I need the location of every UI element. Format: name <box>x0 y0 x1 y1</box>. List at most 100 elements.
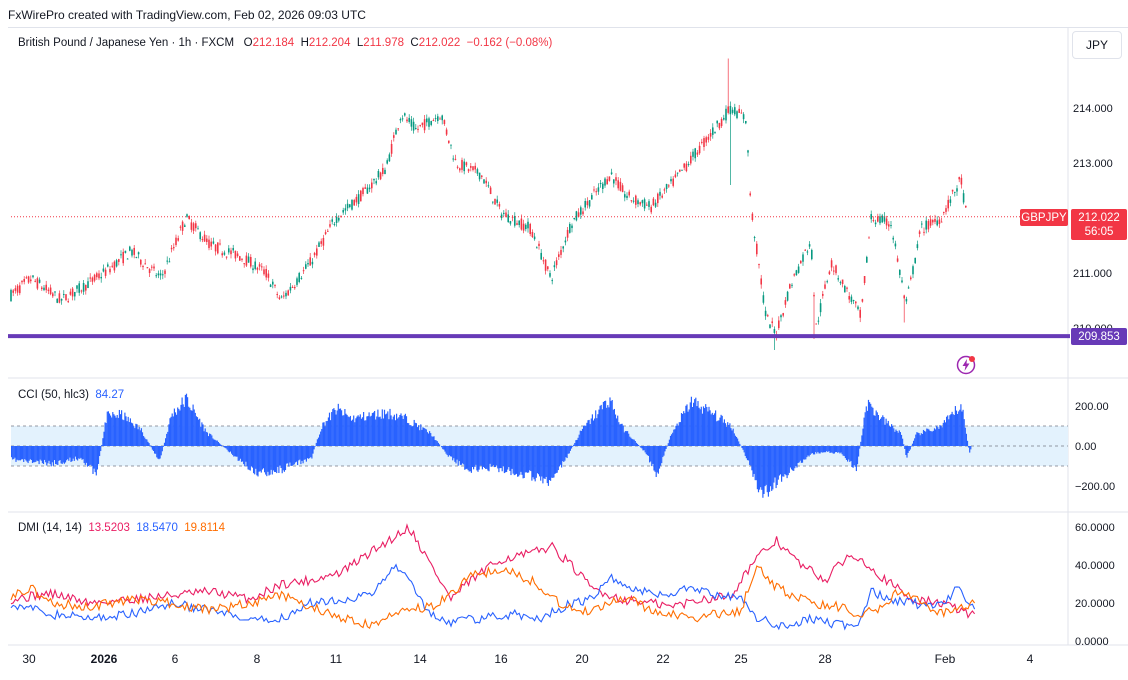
cci-bar <box>755 446 757 481</box>
cci-bar <box>366 416 368 446</box>
cci-bar <box>61 446 63 464</box>
time-tick-label: Feb <box>935 652 956 666</box>
cci-bar <box>64 446 67 463</box>
cci-bar <box>486 446 488 469</box>
cci-bar <box>393 414 395 446</box>
cci-bar <box>684 413 686 446</box>
cci-bar <box>85 446 87 463</box>
lightning-icon[interactable] <box>956 355 976 375</box>
cci-bar <box>408 423 410 446</box>
dmi-legend[interactable]: DMI (14, 14) 13.5203 18.5470 19.8114 <box>18 522 225 534</box>
cci-bar <box>174 412 177 446</box>
cci-bar <box>212 438 214 446</box>
candle-body <box>793 274 795 276</box>
cci-bar <box>917 432 919 446</box>
cci-bar <box>248 446 250 470</box>
candle-body <box>802 254 804 262</box>
candle-body <box>822 293 824 296</box>
cci-bar <box>618 422 620 446</box>
cci-bar <box>419 430 421 446</box>
cci-bar <box>245 446 247 462</box>
cci-bar <box>239 446 241 459</box>
cci-bar <box>411 426 413 446</box>
cci-bar <box>400 413 402 446</box>
candle-body <box>412 121 415 131</box>
cci-bar <box>568 446 570 454</box>
cci-bar <box>194 412 196 446</box>
cci-bar <box>913 440 915 446</box>
cci-bar <box>943 420 945 446</box>
candle-body <box>690 155 692 164</box>
cci-bar <box>106 411 108 446</box>
cci-bar <box>798 446 800 463</box>
cci-bar <box>121 410 123 446</box>
cci-bar <box>645 446 647 455</box>
cci-bar <box>392 416 394 446</box>
candle-body <box>434 118 437 120</box>
cci-bar <box>816 446 818 454</box>
cci-bar <box>122 419 124 446</box>
candle-body <box>168 261 171 263</box>
candle-body <box>448 140 450 143</box>
cci-bar <box>261 446 263 470</box>
cci-bar <box>139 430 141 446</box>
cci-bar <box>493 446 496 468</box>
cci-bar <box>605 400 607 446</box>
cci-bar <box>150 446 152 448</box>
candle-body <box>723 117 725 120</box>
candle-body <box>19 285 21 294</box>
cci-bar <box>100 446 102 452</box>
cci-bar <box>69 446 71 458</box>
cci-bar <box>53 446 56 461</box>
cci-bar <box>327 417 329 446</box>
candle-body <box>890 225 892 227</box>
candle-body <box>896 258 899 262</box>
cci-bar <box>233 446 235 457</box>
cci-bar <box>247 446 249 470</box>
cci-bar <box>652 446 654 464</box>
candle-body <box>322 237 325 246</box>
cci-bar <box>217 441 219 446</box>
candle-body <box>837 278 839 280</box>
cci-bar <box>848 446 850 460</box>
cci-bar <box>185 393 188 446</box>
symbol-title[interactable]: British Pound / Japanese Yen · 1h · FXCM <box>18 37 235 49</box>
cci-bar <box>355 418 357 446</box>
cci-bar <box>27 446 29 464</box>
cci-bar <box>359 414 361 446</box>
cci-bar <box>412 426 414 446</box>
candle-body <box>657 193 659 204</box>
dmi-title: DMI (14, 14) <box>18 522 82 534</box>
cci-bar <box>812 446 815 455</box>
price-tick-label: 211.000 <box>1073 268 1112 280</box>
cci-bar <box>792 446 794 471</box>
candle-body <box>637 200 639 205</box>
cci-bar <box>724 423 727 446</box>
cci-bar <box>301 446 303 461</box>
candle-body <box>965 205 967 208</box>
cci-bar <box>435 440 437 446</box>
candle-body <box>914 257 916 264</box>
price-legend[interactable]: British Pound / Japanese Yen · 1h · FXCM… <box>18 37 552 49</box>
cci-bar <box>629 436 631 446</box>
cci-legend[interactable]: CCI (50, hlc3) 84.27 <box>18 389 124 401</box>
candle-body <box>335 216 338 223</box>
candle-body <box>912 266 914 275</box>
candle-body <box>694 148 696 159</box>
cci-bar <box>488 446 490 472</box>
currency-button[interactable]: JPY <box>1072 31 1122 59</box>
candle-body <box>69 291 72 295</box>
symbol-tag: GBPJPY <box>1020 209 1068 226</box>
cci-bar <box>627 431 629 446</box>
candle-body <box>421 122 424 126</box>
cci-bar <box>941 427 943 446</box>
candle-body <box>357 194 360 204</box>
candle-body <box>430 121 432 125</box>
cci-bar <box>29 446 31 460</box>
cci-bar <box>630 437 632 446</box>
cci-bar <box>759 446 761 490</box>
candle-body <box>379 172 382 180</box>
cci-bar <box>172 416 174 446</box>
candle-body <box>943 212 945 214</box>
